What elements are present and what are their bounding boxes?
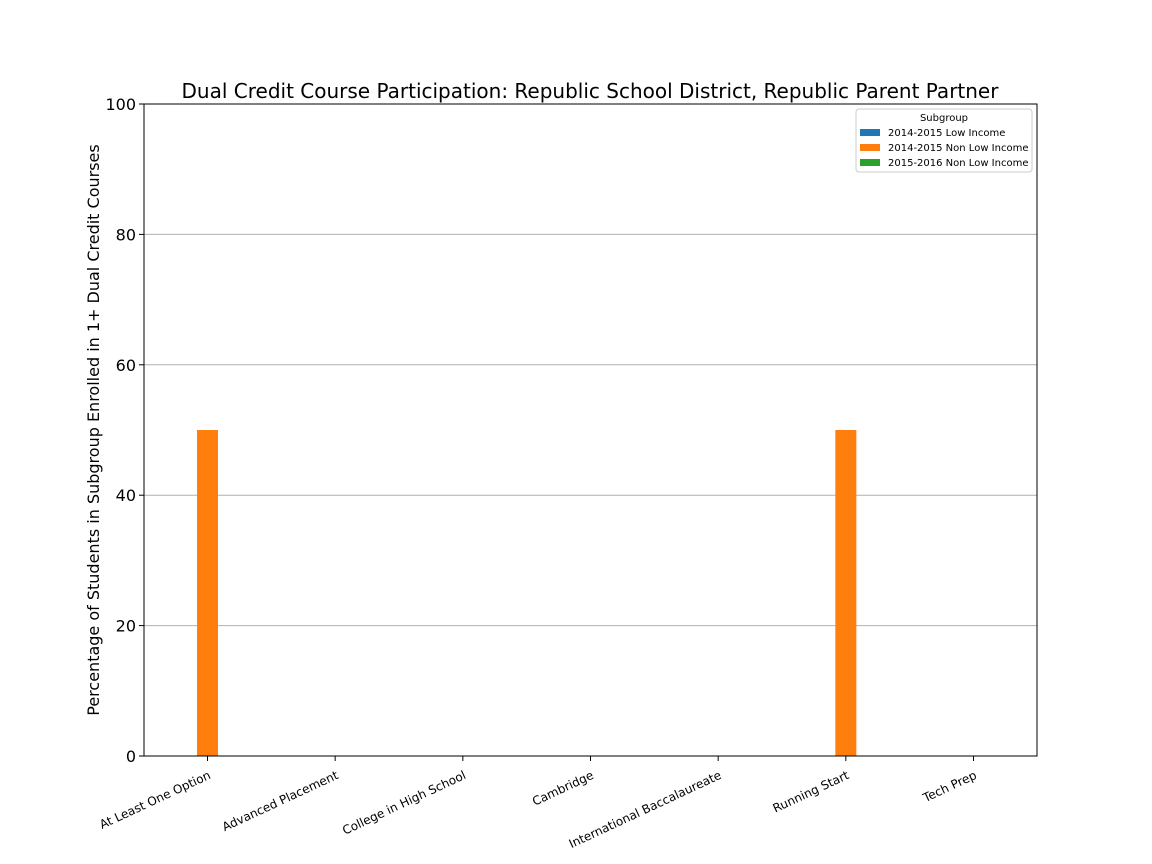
legend-label: 2014-2015 Non Low Income [888,143,1028,154]
y-tick-label: 40 [116,486,136,505]
x-tick-label: Running Start [771,768,852,816]
y-tick-label: 60 [116,356,136,375]
chart-title: Dual Credit Course Participation: Republ… [182,79,1000,103]
legend-title: Subgroup [920,113,968,124]
legend-label: 2014-2015 Low Income [888,128,1005,139]
y-axis-ticks: 0 20 40 60 80 100 [105,95,144,766]
x-tick-label: College in High School [340,768,468,838]
bars [197,430,857,756]
bar [197,430,218,756]
x-tick-label: Cambridge [530,768,596,809]
y-tick-label: 0 [126,747,136,766]
legend-label: 2015-2016 Non Low Income [888,158,1028,169]
x-tick-label: Advanced Placement [220,768,341,834]
y-tick-label: 20 [116,617,136,636]
legend-swatch [860,129,880,136]
x-tick-label: At Least One Option [97,768,212,832]
legend-swatch [860,159,880,166]
legend-swatch [860,144,880,151]
y-tick-label: 80 [116,225,136,244]
x-axis-ticks: At Least One Option Advanced Placement Col… [97,756,979,851]
y-axis-label: Percentage of Students in Subgroup Enrol… [84,144,103,715]
gridlines [144,233,1037,627]
legend: Subgroup 2014-2015 Low Income 2014-2015 No… [855,108,1033,173]
y-tick-label: 100 [105,95,136,114]
bar [835,430,857,756]
plot-frame [143,103,1038,757]
x-tick-label: Tech Prep [920,768,979,805]
legend-box [855,108,1033,173]
